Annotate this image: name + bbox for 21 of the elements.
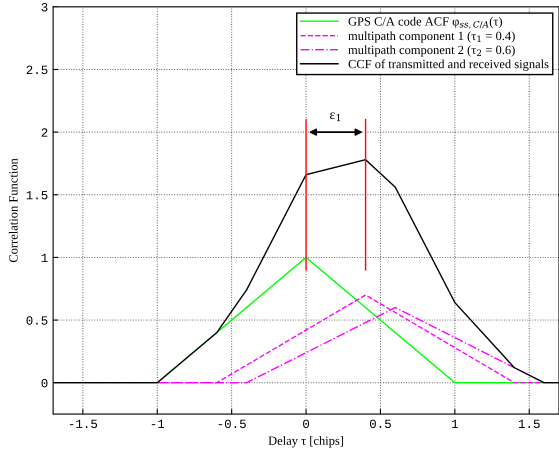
y-tick-label: 0.5	[26, 316, 48, 325]
x-tick-label: -1.5	[70, 420, 98, 428]
annotation: ε$_{1}$	[330, 112, 340, 122]
y-tick-label: 1	[42, 254, 48, 262]
x-tick-label: -1	[152, 420, 164, 428]
legend-label: multipath component 1 (τ$_{1}$ = 0.4)	[348, 31, 515, 43]
legend-label: GPS C/A code ACF φ$_{ss,C/A}$(τ)	[348, 16, 502, 29]
y-tick-label: 1.5	[26, 191, 48, 200]
x-tick-label: 1	[452, 420, 458, 428]
y-tick-label: 0	[42, 378, 48, 388]
x-tick-label: 0.5	[370, 420, 391, 428]
y-tick-label: 2.5	[26, 66, 48, 74]
y-tick-label: 2	[42, 128, 48, 137]
y-axis-title: Correlation Function	[8, 158, 18, 262]
legend-label: multipath component 2 (τ$_{2}$ = 0.6)	[348, 45, 515, 57]
x-tick-label: -0.5	[218, 420, 246, 428]
y-tick-label: 3	[42, 2, 48, 12]
x-tick-label: 1.5	[518, 420, 540, 428]
x-axis-title: Delay τ [chips]	[268, 436, 344, 448]
x-tick-label: 0	[303, 420, 310, 428]
legend-label: CCF of transmitted and received signals	[348, 59, 549, 71]
